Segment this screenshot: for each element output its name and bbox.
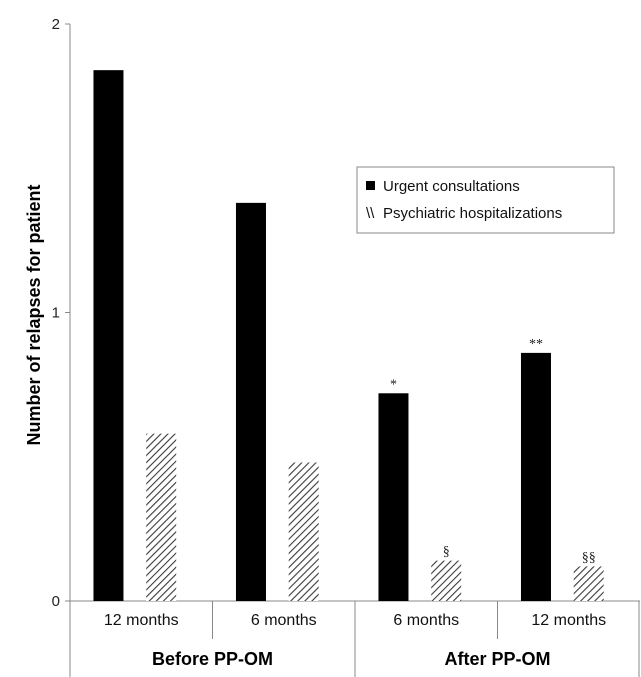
significance-marker-section: §: [443, 545, 450, 560]
significance-marker-section: §§: [582, 550, 596, 565]
labels: 12 months 6 months 6 months 12 months Before…: [104, 337, 606, 669]
axes: 0 1 2: [52, 16, 640, 677]
bar-psychiatric-hospitalizations: [431, 560, 462, 601]
legend-label: Psychiatric hospitalizations: [383, 205, 562, 222]
y-tick-label: 0: [52, 593, 60, 610]
legend-solid-swatch: [366, 181, 375, 190]
bar-urgent-consultations: [235, 202, 266, 601]
bar-urgent-consultations: [93, 70, 124, 601]
bars: [93, 70, 604, 601]
category-label: 12 months: [104, 612, 179, 629]
y-axis-title: Number of relapses for patient: [24, 184, 44, 445]
y-tick-label: 1: [52, 305, 60, 322]
y-tick-label: 2: [52, 16, 60, 33]
category-label: 6 months: [393, 612, 459, 629]
bar-psychiatric-hospitalizations: [573, 566, 604, 601]
bar-psychiatric-hospitalizations: [146, 433, 177, 601]
legend-box: [356, 166, 615, 234]
bar-psychiatric-hospitalizations: [288, 462, 319, 601]
category-label: 6 months: [251, 612, 317, 629]
significance-marker: **: [529, 337, 543, 352]
group-label: After PP-OM: [444, 649, 550, 669]
legend: Urgent consultations \\ Psychiatric hospit…: [356, 166, 615, 234]
group-label: Before PP-OM: [152, 649, 273, 669]
legend-label: Urgent consultations: [383, 178, 520, 195]
legend-hatch-swatch: \\: [366, 205, 375, 222]
category-label: 12 months: [531, 612, 606, 629]
bar-urgent-consultations: [378, 393, 409, 601]
significance-marker: *: [390, 377, 397, 392]
bar-urgent-consultations: [520, 352, 551, 601]
